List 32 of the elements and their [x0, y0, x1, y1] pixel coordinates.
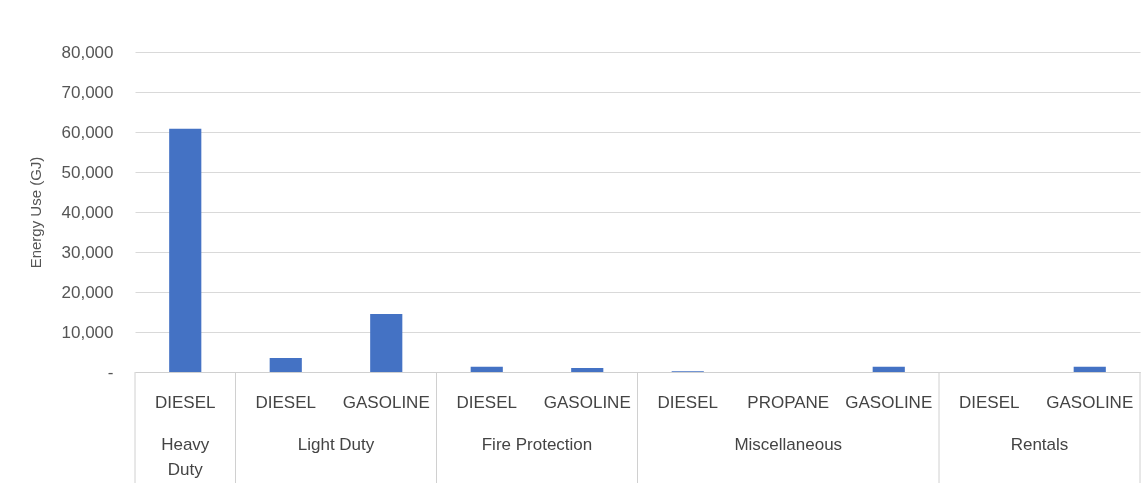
- text: Miscellaneous: [734, 435, 843, 454]
- y-tick-label: 30,000: [61, 242, 114, 262]
- bar: [169, 128, 202, 372]
- y-tick-label: 70,000: [61, 82, 114, 102]
- x-tick-label: DIESEL: [155, 392, 216, 412]
- text: Heavy Duty: [161, 435, 210, 479]
- x-tick-label: DIESEL: [456, 392, 517, 412]
- text: Light Duty: [297, 435, 375, 454]
- y-tick-label: 60,000: [61, 122, 114, 142]
- y-tick-label: 40,000: [61, 202, 114, 222]
- bar: [370, 314, 403, 372]
- text: Rentals: [1010, 435, 1069, 454]
- x-tick-label: GASOLINE: [342, 392, 430, 412]
- x-tick-label: DIESEL: [657, 392, 718, 412]
- y-tick-label: 80,000: [61, 42, 114, 62]
- bar: [1073, 366, 1106, 372]
- x-tick-label: DIESEL: [959, 392, 1020, 412]
- text: Fire Protection: [481, 435, 593, 454]
- x-tick-label: DIESEL: [255, 392, 316, 412]
- bar: [571, 368, 604, 372]
- x-tick-label: GASOLINE: [845, 392, 933, 412]
- bar: [269, 358, 302, 372]
- y-tick-label: 10,000: [61, 322, 114, 342]
- x-tick-label: PROPANE: [747, 392, 830, 412]
- y-tick-label: 20,000: [61, 282, 114, 302]
- bar: [470, 366, 503, 372]
- x-tick-label: GASOLINE: [543, 392, 631, 412]
- y-tick-label: 50,000: [61, 162, 114, 182]
- bar: [872, 366, 905, 372]
- y-tick-label: -: [107, 362, 114, 382]
- y-axis-title: Energy Use (GJ): [26, 156, 44, 269]
- x-tick-label: GASOLINE: [1046, 392, 1134, 412]
